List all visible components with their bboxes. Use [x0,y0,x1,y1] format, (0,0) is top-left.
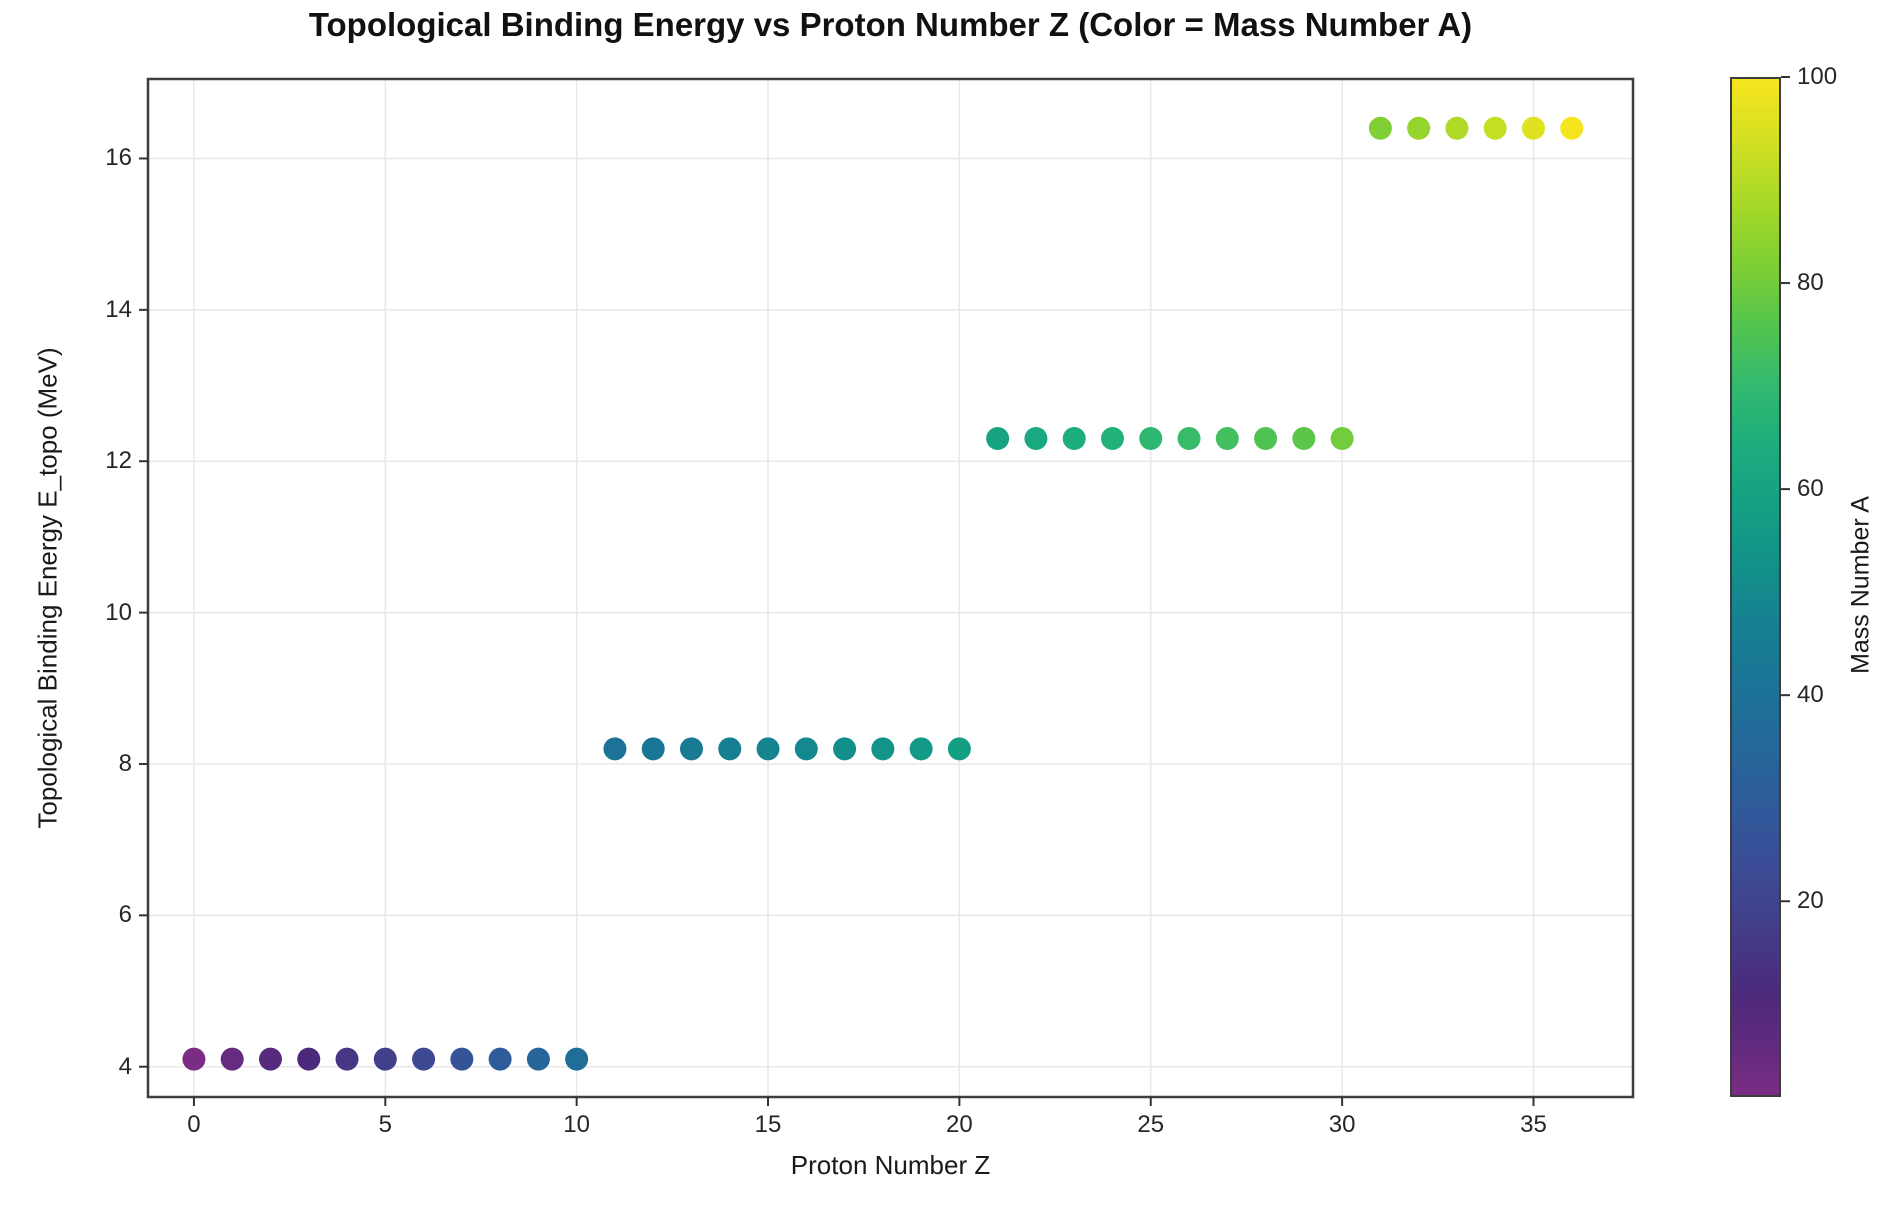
data-point [1254,427,1278,451]
y-tick-label: 10 [105,598,132,626]
data-point [1483,116,1507,140]
data-point [756,737,780,761]
x-tick-label: 25 [1137,1111,1165,1138]
x-axis-label: Proton Number Z [790,1150,991,1180]
data-point [679,737,703,761]
x-tick-label: 20 [946,1111,973,1138]
colorbar-gradient [1730,77,1781,1097]
data-point [871,737,895,761]
colorbar-tick-label: 60 [1797,475,1824,503]
data-point [335,1047,359,1071]
data-point [1062,427,1086,451]
chart-title: Topological Binding Energy vs Proton Num… [308,6,1473,43]
data-point [258,1047,282,1071]
y-tick-label: 8 [118,749,132,777]
data-point [373,1047,397,1071]
data-point [565,1047,589,1071]
data-point [1521,116,1545,140]
data-point [1100,427,1124,451]
data-point [297,1047,321,1071]
x-tick-label: 10 [563,1111,591,1138]
data-point [1330,427,1354,451]
x-tick-label: 5 [378,1111,392,1138]
data-point [1407,116,1431,140]
data-point [986,427,1010,451]
x-tick-label: 30 [1328,1111,1356,1138]
data-point [833,737,857,761]
colorbar-tick-label: 80 [1797,269,1824,297]
data-point [1215,427,1239,451]
colorbar-tick-label: 40 [1797,681,1824,709]
data-point [526,1047,550,1071]
data-point [450,1047,474,1071]
data-point [1560,116,1584,140]
x-tick-label: 0 [187,1111,201,1138]
y-tick-label: 12 [105,447,132,475]
data-point [909,737,933,761]
y-tick-label: 14 [105,295,132,323]
colorbar-tick-label: 100 [1797,63,1838,90]
y-tick-label: 4 [118,1052,132,1080]
x-tick-label: 35 [1520,1111,1547,1138]
data-point [718,737,742,761]
y-tick-label: 16 [105,144,132,172]
data-point [1445,116,1469,140]
colorbar-tick-label: 20 [1797,887,1824,915]
data-point [947,737,971,761]
data-point [603,737,627,761]
y-tick-label: 6 [118,901,132,929]
data-point [488,1047,512,1071]
data-point [1024,427,1048,451]
data-point [182,1047,206,1071]
plot-border [146,77,1635,1099]
data-point [794,737,818,761]
x-tick-label: 15 [754,1111,782,1138]
data-point [1139,427,1163,451]
data-point [1292,427,1316,451]
data-point [1368,116,1392,140]
colorbar-label: Mass Number A [1846,496,1875,674]
y-axis-label: Topological Binding Energy E_topo (MeV) [32,347,63,829]
data-point [220,1047,244,1071]
data-point [1177,427,1201,451]
data-point [412,1047,436,1071]
data-point [641,737,665,761]
